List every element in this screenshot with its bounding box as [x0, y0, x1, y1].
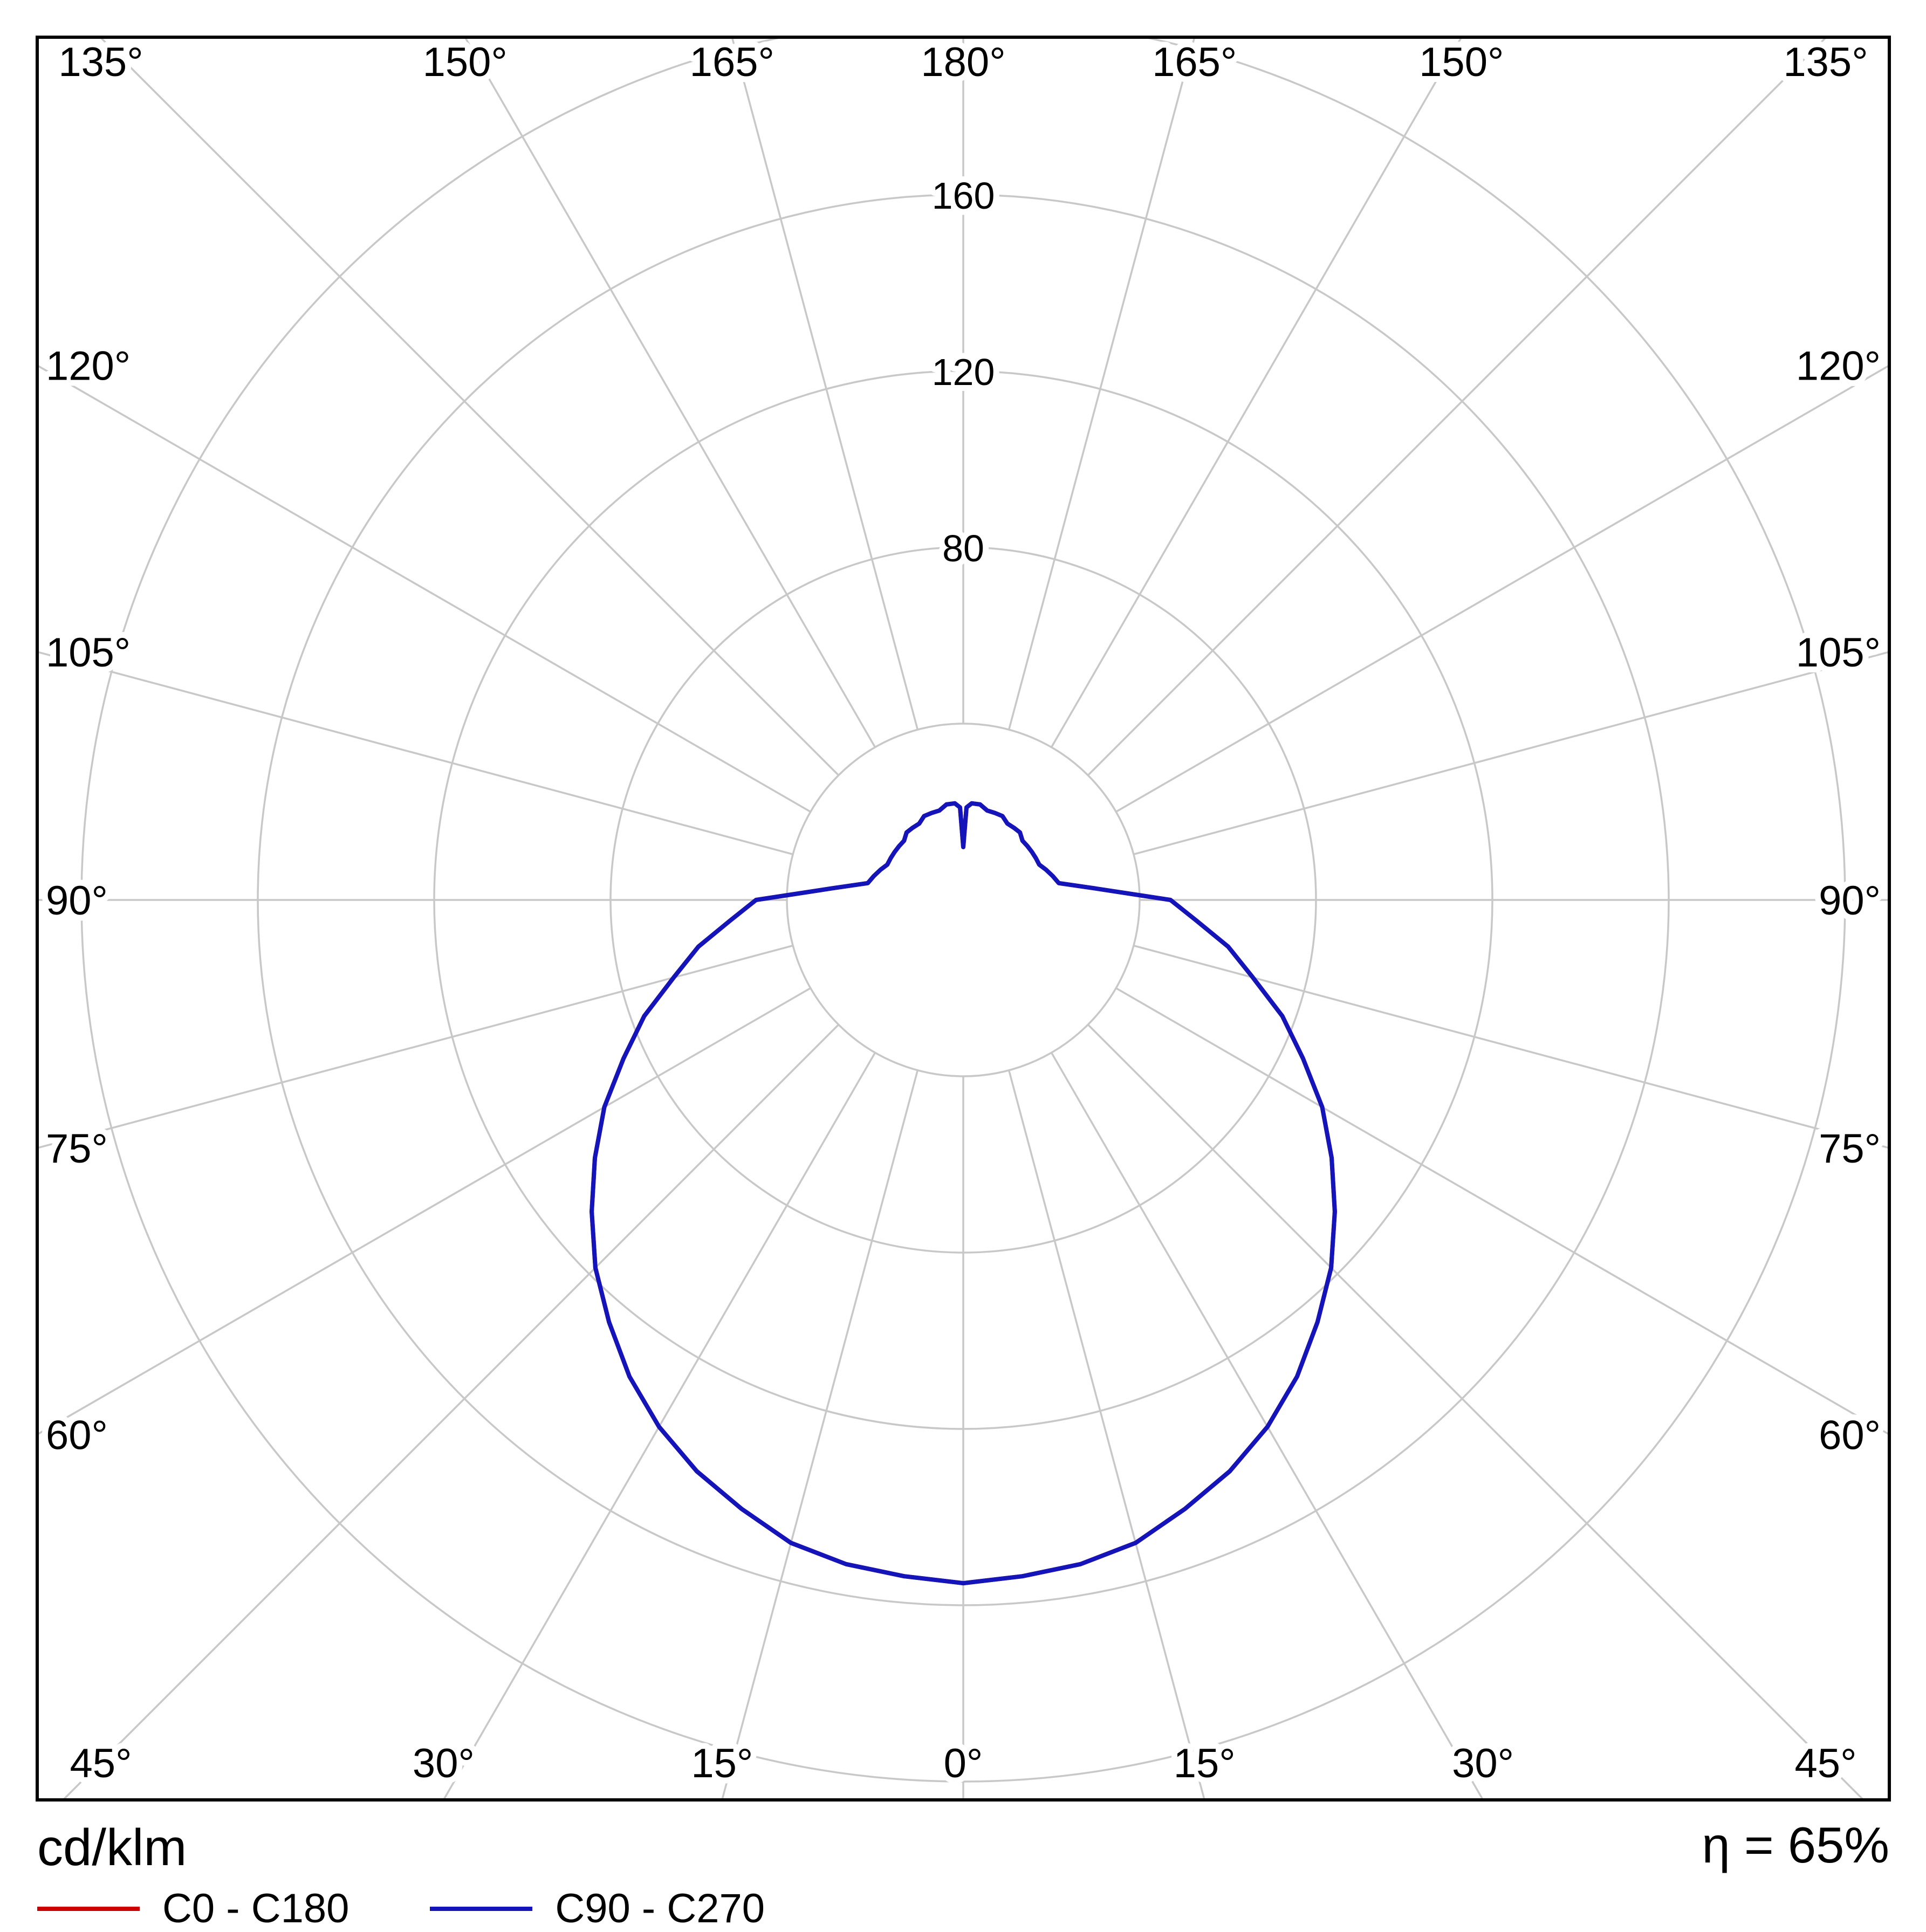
- legend-item-c0-c180: C0 - C180: [37, 1885, 349, 1932]
- grid-spoke: [1087, 37, 1828, 776]
- grid-spoke: [37, 364, 811, 813]
- intensity-curve-c90-c270: [590, 801, 1337, 1586]
- grid-spoke: [99, 37, 840, 776]
- angle-label: 15°: [691, 1741, 753, 1786]
- angle-label: 60°: [46, 1412, 108, 1458]
- angle-label: 105°: [46, 630, 131, 676]
- angle-label: 0°: [944, 1741, 983, 1786]
- angle-label: 60°: [1819, 1412, 1881, 1458]
- legend-label-c90-c270: C90 - C270: [555, 1886, 765, 1931]
- legend-label-c0-c180: C0 - C180: [162, 1886, 349, 1931]
- angle-label: 90°: [46, 878, 108, 924]
- grid-spoke: [1087, 1023, 1865, 1800]
- angle-label: 165°: [690, 39, 774, 85]
- grid-spoke: [1133, 944, 1889, 1149]
- angle-label: 45°: [1795, 1741, 1857, 1786]
- grid-spoke: [731, 37, 919, 730]
- c0-c180-line-swatch: [37, 1906, 140, 1911]
- angle-label: 15°: [1174, 1741, 1236, 1786]
- unit-label: cd/klm: [37, 1819, 187, 1876]
- legend: C0 - C180 C90 - C270: [37, 1885, 846, 1932]
- angle-label: 180°: [921, 39, 1005, 85]
- grid-spoke: [442, 1052, 876, 1800]
- grid-spoke: [1007, 37, 1196, 730]
- angle-label: 120°: [1796, 343, 1881, 389]
- grid-spoke: [1133, 651, 1889, 856]
- grid-spoke: [37, 651, 793, 856]
- c90-c270-line-swatch: [430, 1906, 533, 1911]
- angle-label: 150°: [1419, 39, 1504, 85]
- grid-ring: [786, 723, 1141, 1077]
- angle-label: 75°: [1819, 1126, 1881, 1172]
- legend-item-c90-c270: C90 - C270: [430, 1885, 765, 1932]
- grid-spoke: [1007, 1070, 1206, 1800]
- efficiency-value: η = 65%: [1702, 1817, 1889, 1873]
- grid-spoke: [1115, 364, 1889, 813]
- grid-spoke: [37, 944, 793, 1149]
- grid-spoke: [1115, 987, 1889, 1436]
- angle-label: 105°: [1796, 630, 1881, 676]
- grid-spoke: [1050, 1052, 1484, 1800]
- angle-label: 90°: [1819, 878, 1881, 924]
- angle-label: 75°: [46, 1126, 108, 1172]
- ring-label: 80: [942, 527, 984, 569]
- angle-label: 150°: [423, 39, 508, 85]
- angle-label: 120°: [46, 343, 131, 389]
- ring-label: 120: [932, 351, 995, 393]
- angle-label: 45°: [70, 1741, 132, 1786]
- angle-label: 165°: [1152, 39, 1237, 85]
- plot-frame: [36, 36, 1891, 1802]
- grid-spoke: [721, 1070, 919, 1800]
- angle-label: 135°: [58, 39, 143, 85]
- grid-spoke: [464, 37, 876, 748]
- ring-label: 160: [932, 175, 995, 217]
- angle-label: 135°: [1783, 39, 1868, 85]
- angle-label: 30°: [1452, 1741, 1514, 1786]
- grid-spoke: [61, 1023, 840, 1800]
- grid-spoke: [1050, 37, 1463, 748]
- angle-label: 30°: [413, 1741, 475, 1786]
- grid-spoke: [37, 987, 811, 1436]
